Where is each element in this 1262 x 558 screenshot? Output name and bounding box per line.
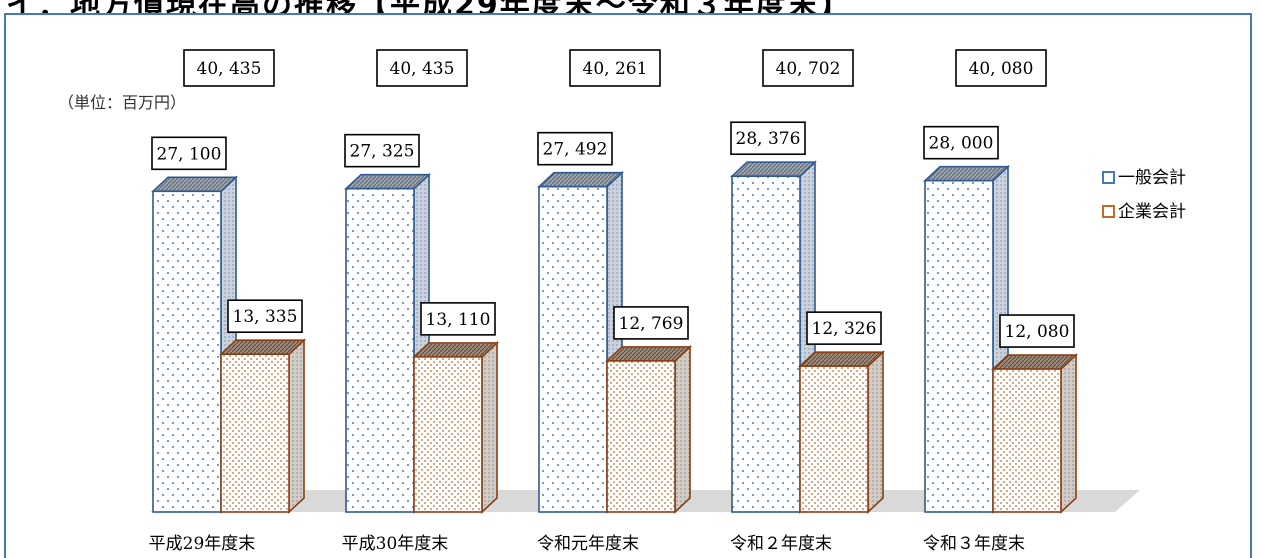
total-label-2-text: 40, 261: [583, 59, 648, 79]
bar-general-0: [150, 175, 239, 514]
data-label-enterprise-4-text: 12, 080: [1005, 322, 1070, 342]
data-label-general-1-text: 27, 325: [350, 142, 415, 162]
category-label-3: 令和２年度末: [730, 534, 832, 554]
total-label-3: 40, 702: [762, 49, 854, 87]
data-label-enterprise-3: 12, 326: [806, 311, 882, 345]
category-label-0: 平成29年度末: [149, 534, 256, 554]
data-label-general-2-text: 27, 492: [543, 140, 608, 160]
data-label-enterprise-0-text: 13, 335: [233, 307, 298, 327]
page-title: イ．地方債現在高の推移【平成29年度末～令和３年度末】: [6, 0, 852, 13]
bar-enterprise-2: [604, 345, 693, 514]
data-label-general-2: 27, 492: [537, 131, 613, 166]
data-label-enterprise-1: 13, 110: [420, 302, 496, 336]
data-label-general-0: 27, 100: [151, 136, 227, 171]
data-label-enterprise-3-text: 12, 326: [812, 319, 877, 339]
category-label-2: 令和元年度末: [537, 534, 639, 554]
bar-enterprise-0: [218, 338, 307, 514]
category-label-1: 平成30年度末: [342, 534, 449, 554]
total-label-0-text: 40, 435: [197, 59, 262, 79]
legend-swatch: [1102, 171, 1115, 184]
total-label-3-text: 40, 702: [776, 59, 841, 79]
total-label-2: 40, 261: [569, 49, 661, 87]
data-label-general-4: 28, 000: [923, 125, 999, 160]
data-label-enterprise-1-text: 13, 110: [426, 310, 491, 330]
total-label-4: 40, 080: [955, 49, 1047, 87]
data-label-general-3: 28, 376: [730, 121, 806, 156]
legend-item-0: 一般会計: [1102, 168, 1186, 188]
bar-enterprise-4: [990, 353, 1079, 514]
title-strip: イ．地方債現在高の推移【平成29年度末～令和３年度末】: [0, 0, 1262, 13]
data-label-enterprise-2-text: 12, 769: [619, 314, 684, 334]
bar-enterprise-3: [797, 350, 886, 514]
chart-frame: [4, 13, 1252, 558]
total-label-1: 40, 435: [376, 49, 468, 87]
data-label-general-3-text: 28, 376: [736, 129, 801, 149]
unit-label: （単位：百万円）: [58, 93, 186, 112]
bar-general-1: [343, 172, 432, 514]
data-label-general-1: 27, 325: [344, 133, 420, 168]
total-label-0: 40, 435: [183, 49, 275, 87]
data-label-general-0-text: 27, 100: [157, 144, 222, 164]
legend-label: 企業会計: [1118, 202, 1186, 222]
data-label-enterprise-2: 12, 769: [613, 306, 689, 340]
data-label-enterprise-0: 13, 335: [227, 299, 303, 334]
bar-enterprise-1: [411, 341, 500, 514]
category-label-4: 令和３年度末: [923, 534, 1025, 554]
total-label-1-text: 40, 435: [390, 59, 455, 79]
legend-label: 一般会計: [1118, 168, 1186, 188]
data-label-enterprise-4: 12, 080: [999, 314, 1075, 348]
legend-item-1: 企業会計: [1102, 202, 1186, 222]
data-label-general-4-text: 28, 000: [929, 134, 994, 154]
legend-swatch: [1102, 205, 1115, 218]
total-label-4-text: 40, 080: [969, 59, 1034, 79]
